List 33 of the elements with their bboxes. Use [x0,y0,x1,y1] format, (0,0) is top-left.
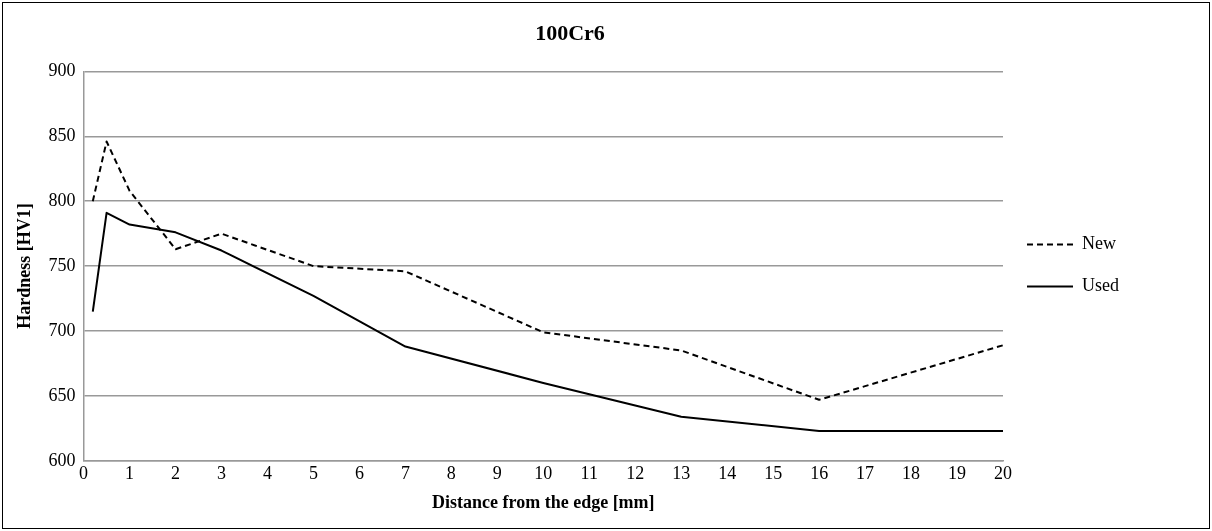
x-tick-label: 0 [79,463,89,484]
chart-title: 100Cr6 [535,19,605,45]
x-tick-label: 1 [125,463,135,484]
x-tick-label: 20 [994,463,1013,484]
x-tick-label: 3 [217,463,227,484]
x-tick-label: 17 [856,463,875,484]
y-tick-label: 900 [48,60,76,81]
x-tick-label: 12 [626,463,645,484]
legend-label: New [1082,233,1117,254]
x-tick-label: 5 [308,463,318,484]
x-tick-label: 16 [810,463,829,484]
x-tick-label: 18 [902,463,921,484]
x-tick-label: 14 [718,463,737,484]
x-tick-label: 13 [672,463,691,484]
x-tick-label: 10 [534,463,553,484]
y-tick-label: 850 [48,125,76,146]
legend-label: Used [1082,275,1120,296]
y-tick-label: 800 [48,189,76,210]
y-tick-label: 650 [48,384,76,405]
x-tick-label: 9 [492,463,502,484]
x-tick-label: 7 [400,463,410,484]
x-axis-title: Distance from the edge [mm] [432,491,655,512]
y-axis-title: Hardness [HV1] [14,203,35,329]
y-tick-label: 700 [48,319,76,340]
x-tick-label: 2 [171,463,181,484]
x-tick-label: 4 [262,463,272,484]
x-tick-label: 8 [446,463,456,484]
x-tick-label: 15 [764,463,783,484]
x-tick-label: 6 [354,463,364,484]
y-tick-label: 600 [48,449,76,470]
y-tick-label: 750 [48,254,76,275]
x-tick-label: 11 [580,463,598,484]
x-tick-label: 19 [948,463,967,484]
